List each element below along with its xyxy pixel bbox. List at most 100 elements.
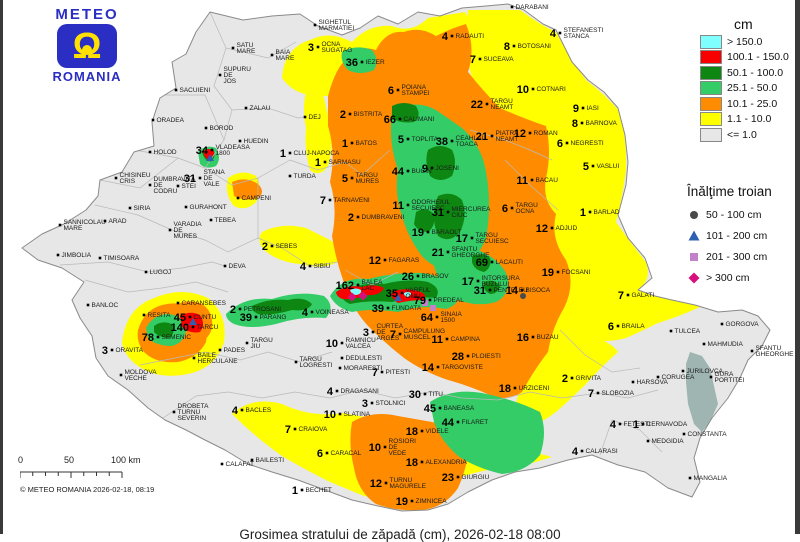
station-dot bbox=[184, 205, 188, 209]
station-dot bbox=[435, 315, 439, 319]
legend-cm-items: > 150.0 100.1 - 150.0 50.1 - 100.0 25.1 - 5… bbox=[700, 34, 789, 143]
station-label: TURDA bbox=[294, 173, 317, 180]
station-dot bbox=[254, 315, 258, 319]
station-label: VOINEASA bbox=[316, 309, 350, 316]
station: SIBIU 4 bbox=[300, 261, 331, 273]
station-dot bbox=[428, 298, 432, 302]
station-label: MARMATIEI bbox=[319, 25, 355, 32]
station-label: MARE bbox=[237, 48, 256, 55]
station-value: 1 bbox=[315, 157, 321, 169]
station-label: BARAOLT bbox=[432, 229, 462, 236]
station: IEZER 36 bbox=[346, 57, 385, 69]
station-value: 6 bbox=[557, 138, 563, 150]
legend-cm-item: 1.1 - 10.0 bbox=[700, 112, 789, 128]
station-dot bbox=[303, 115, 307, 119]
station-label: BAILE bbox=[198, 352, 217, 359]
station-dot bbox=[656, 375, 660, 379]
station-label: CAMPULUNG bbox=[404, 328, 446, 335]
station-value: 6 bbox=[317, 448, 323, 460]
station-dot bbox=[86, 303, 90, 307]
station-dot bbox=[236, 196, 240, 200]
station-label: ZIMNICEA bbox=[416, 498, 448, 505]
station-dot bbox=[530, 178, 534, 182]
station-dot bbox=[478, 57, 482, 61]
station-value: 26 bbox=[402, 271, 414, 283]
station-dot bbox=[238, 307, 242, 311]
station-label: BANEASA bbox=[444, 405, 475, 412]
station-label: 1500 bbox=[441, 317, 456, 324]
station-dot bbox=[641, 422, 645, 426]
station-label: SINAIA bbox=[441, 311, 463, 318]
station-label: VALCEA bbox=[346, 343, 372, 350]
station-label: TARCU bbox=[197, 324, 219, 331]
station-dot bbox=[244, 106, 248, 110]
station: DUMBRAVENI 2 bbox=[348, 212, 405, 224]
station-label: MORARESTI bbox=[344, 365, 383, 372]
station-value: 21 bbox=[432, 247, 444, 259]
station-dot bbox=[681, 369, 685, 373]
legend-color-swatch bbox=[700, 65, 722, 80]
station-label: FILARET bbox=[462, 419, 489, 426]
square-symbol-icon bbox=[690, 252, 698, 261]
station-dot bbox=[340, 356, 344, 360]
station-label: PENTELEU bbox=[494, 287, 529, 294]
station: DEJ bbox=[303, 114, 321, 121]
station-label: MOLDOVA bbox=[125, 369, 158, 376]
logo-meteo-text: METEO bbox=[55, 6, 119, 23]
station: TIMISOARA bbox=[98, 255, 140, 262]
station: CALARASI 4 bbox=[572, 446, 618, 458]
legend-cm-item: 25.1 - 50.0 bbox=[700, 81, 789, 97]
station-label: MURES bbox=[356, 178, 380, 185]
station-dot bbox=[426, 230, 430, 234]
station: JURILOVCA bbox=[681, 368, 724, 375]
station-dot bbox=[445, 337, 449, 341]
station-label: HARSOVA bbox=[637, 379, 669, 386]
station-dot bbox=[310, 310, 314, 314]
station: BANLOC bbox=[86, 302, 119, 309]
station-label: LOGRESTI bbox=[300, 362, 333, 369]
station-dot bbox=[423, 392, 427, 396]
station-dot bbox=[520, 288, 524, 292]
station-dot bbox=[250, 458, 254, 462]
station-value: 28 bbox=[452, 351, 464, 363]
station: SEBES 2 bbox=[262, 241, 298, 253]
station: HARSOVA bbox=[631, 379, 669, 386]
region-green-east-carp bbox=[390, 104, 489, 269]
country-outline bbox=[21, 3, 771, 512]
station: CALAFAT bbox=[220, 461, 254, 468]
station-label: GRIVITA bbox=[576, 375, 602, 382]
station: BARAOLT 19 bbox=[412, 227, 462, 239]
station-value: 5 bbox=[583, 161, 589, 173]
station-label: CALIMANI bbox=[404, 116, 435, 123]
station-dot bbox=[450, 139, 454, 143]
station-dot bbox=[148, 150, 152, 154]
station: GURAHONT bbox=[184, 204, 227, 211]
station: DEVA bbox=[223, 263, 246, 270]
station-label: SARMASU bbox=[329, 159, 361, 166]
station: LACAUTI 69 bbox=[476, 257, 523, 269]
station: BARLAD 1 bbox=[580, 207, 620, 219]
station-label: CLUJ-NAPOCA bbox=[294, 150, 341, 157]
station-label: DEJ bbox=[309, 114, 321, 121]
station-dot bbox=[400, 291, 404, 295]
station-dot bbox=[646, 439, 650, 443]
station-value: 78 bbox=[142, 332, 154, 344]
station-label: POIANA bbox=[402, 84, 427, 91]
station-dot bbox=[191, 325, 195, 329]
station-dot bbox=[313, 23, 317, 27]
station: LUGOJ bbox=[144, 269, 171, 276]
station-label: CALAFAT bbox=[226, 461, 254, 468]
station: CERNAVODA 1 bbox=[633, 419, 688, 431]
station-dot bbox=[240, 408, 244, 412]
station-dot bbox=[288, 151, 292, 155]
legend-color-swatch bbox=[700, 81, 722, 96]
station: SEMENIC 78 bbox=[142, 332, 192, 344]
station: BACAU 11 bbox=[516, 175, 558, 187]
legend-snowdrift-height: Înălţime troian 50 - 100 cm 101 - 200 cm 2… bbox=[687, 184, 772, 288]
station-dot bbox=[709, 375, 713, 379]
